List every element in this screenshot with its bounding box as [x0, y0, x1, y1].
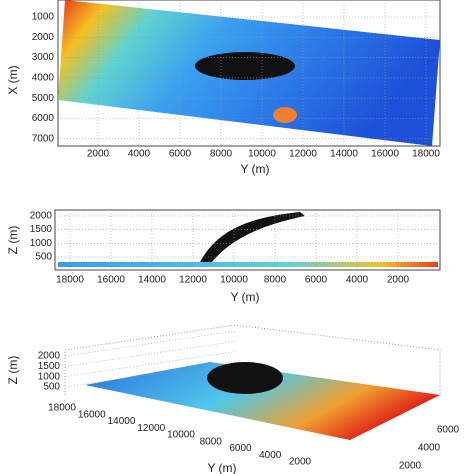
plume [200, 212, 305, 262]
axes-box [64, 324, 441, 395]
tick-label: 2000 [387, 275, 410, 286]
tick-label: 14000 [138, 275, 166, 286]
tick-label: 16000 [97, 275, 125, 286]
tick-label: 12000 [179, 275, 207, 286]
tick-label: 14000 [108, 416, 136, 427]
tick-label: 2000 [289, 457, 312, 468]
tick-label: 18000 [48, 403, 76, 414]
tick-label: 4000 [346, 275, 369, 286]
tick-label: 2000 [399, 461, 422, 472]
surface [85, 362, 440, 440]
tick-label: 2000 [32, 32, 55, 43]
tick-label: 8000 [200, 436, 223, 447]
grid-line [64, 330, 236, 357]
3d-panel: Y (m) Z (m) [6, 324, 441, 474]
surface [58, 262, 438, 267]
tick-label: 500 [35, 252, 52, 263]
tick-label: 4000 [128, 149, 151, 160]
x-label: Y (m) [240, 162, 269, 176]
tick-label: 1000 [38, 371, 61, 382]
plume [207, 362, 283, 394]
hotspot [273, 107, 297, 123]
tick-label: 10000 [220, 275, 248, 286]
tick-label: 4000 [32, 73, 55, 84]
tick-label: 4000 [259, 450, 282, 461]
tick-label: 1000 [32, 12, 55, 23]
tick-label: 8000 [210, 149, 233, 160]
tick-label: 12000 [289, 149, 317, 160]
axes-box [57, 0, 441, 147]
plume [195, 52, 295, 80]
side-panel: Y (m) Z (m) [6, 209, 441, 304]
tick-label: 2000 [30, 211, 53, 222]
y-label: X (m) [6, 65, 20, 94]
tick-label: 16000 [78, 409, 106, 420]
tick-label: 10000 [167, 430, 195, 441]
tick-label: 500 [43, 382, 60, 393]
tick-label: 12000 [137, 423, 165, 434]
tick-label: 1500 [38, 361, 61, 372]
y-label: Y (m) [207, 461, 236, 474]
tick-label: 6000 [305, 275, 328, 286]
tick-label: 18000 [412, 149, 440, 160]
tick-label: 7000 [32, 133, 55, 144]
tick-label: 5000 [32, 93, 55, 104]
tick-label: 1000 [30, 238, 53, 249]
tick-label: 3000 [32, 52, 55, 63]
axes-box [54, 209, 441, 271]
tick-label: 2000 [38, 351, 61, 362]
tick-label: 1500 [30, 224, 53, 235]
tick-label: 4000 [418, 443, 441, 454]
z-label: Z (m) [6, 356, 20, 385]
tick-label: 2000 [87, 149, 110, 160]
tick-label: 6000 [229, 443, 252, 454]
tick-label: 8000 [264, 275, 287, 286]
tick-label: 6000 [32, 113, 55, 124]
tick-label: 6000 [437, 425, 460, 436]
tick-label: 16000 [371, 149, 399, 160]
tick-label: 14000 [330, 149, 358, 160]
tick-label: 10000 [248, 149, 276, 160]
x-label: Y (m) [230, 290, 259, 304]
map-panel: Y (m) X (m) [6, 0, 441, 176]
y-label: Z (m) [6, 226, 20, 255]
tick-label: 18000 [56, 275, 84, 286]
tick-label: 6000 [169, 149, 192, 160]
